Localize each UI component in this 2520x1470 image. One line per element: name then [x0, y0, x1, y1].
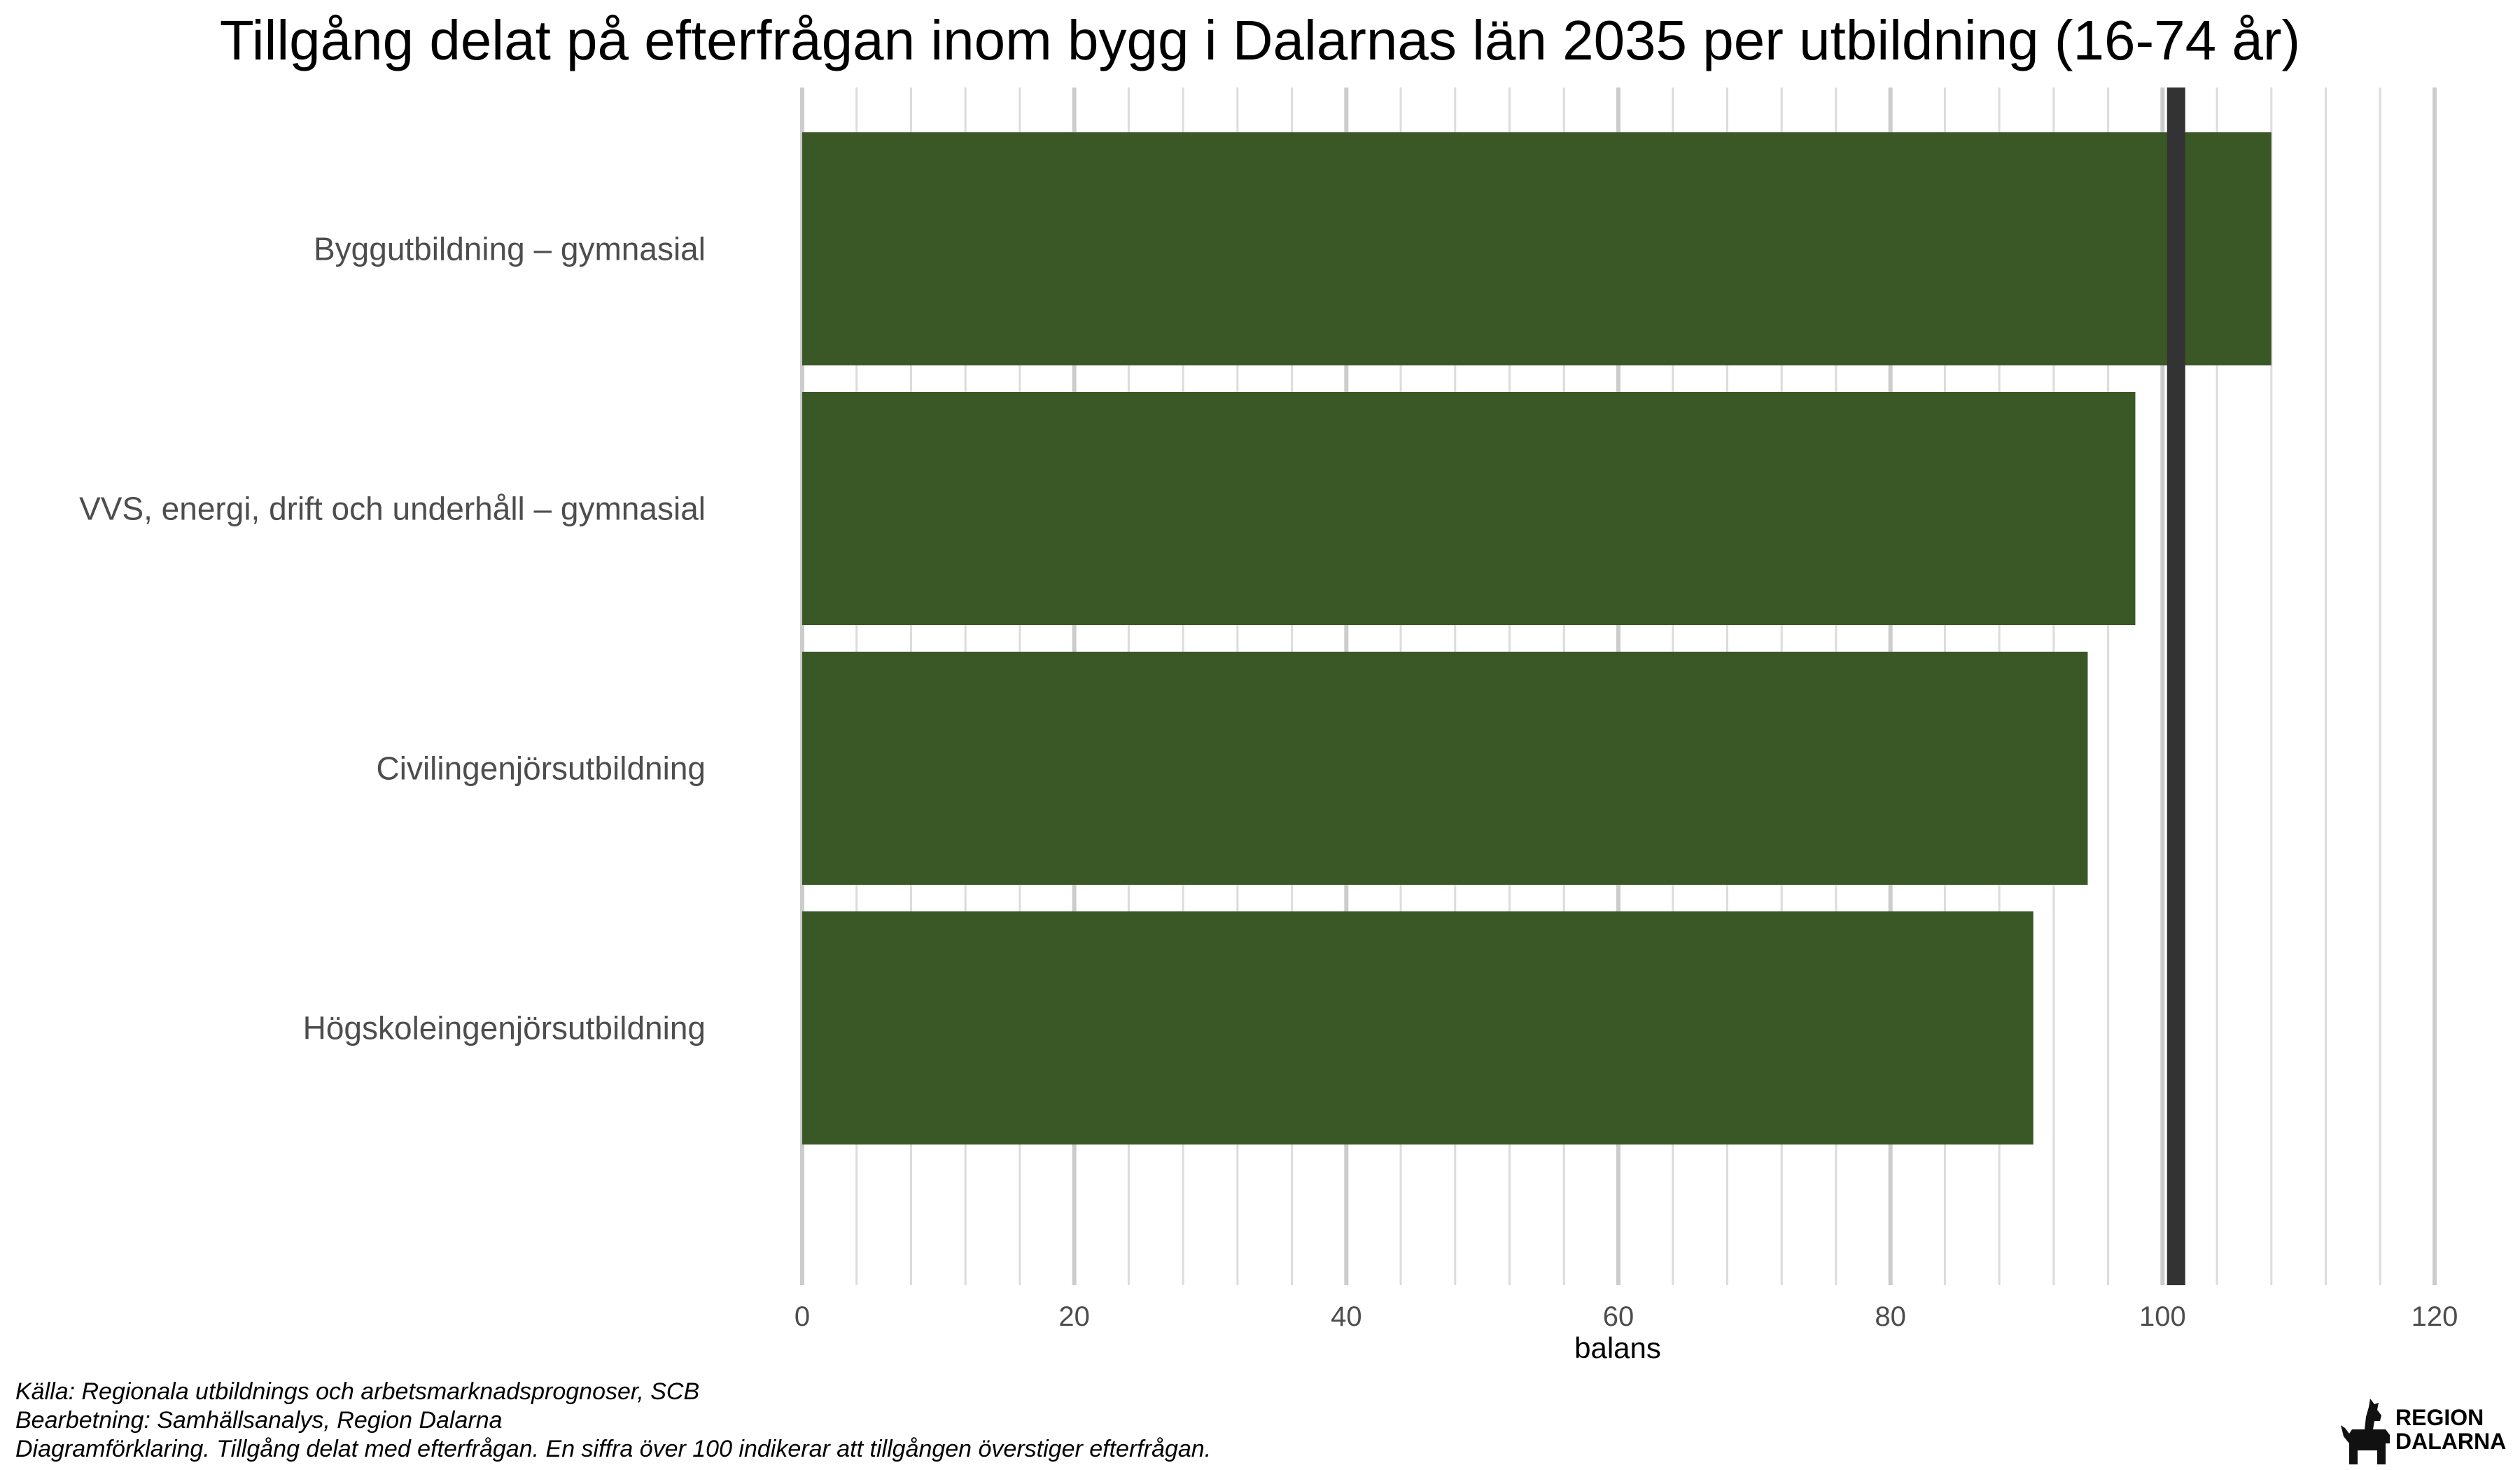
x-tick-label: 20	[1058, 1301, 1090, 1332]
caption: Källa: Regionala utbildnings och arbetsm…	[15, 1378, 1211, 1464]
bar	[802, 392, 2136, 625]
category-labels: Byggutbildning – gymnasial VVS, energi, d…	[79, 231, 706, 1046]
x-tick-labels: 0 20 40 60 80 100 120	[794, 1301, 2458, 1332]
x-tick-label: 120	[2412, 1301, 2458, 1332]
logo-line-2: DALARNA	[2395, 1429, 2507, 1454]
category-label: Civilingenjörsutbildning	[377, 750, 706, 787]
bar	[802, 911, 2033, 1144]
category-label: VVS, energi, drift och underhåll – gymna…	[79, 491, 706, 527]
category-label: Högskoleingenjörsutbildning	[303, 1010, 706, 1046]
x-tick-label: 60	[1603, 1301, 1634, 1332]
x-tick-label: 100	[2139, 1301, 2186, 1332]
region-dalarna-logo: REGION DALARNA	[2337, 1397, 2512, 1467]
x-tick-label: 80	[1875, 1301, 1906, 1332]
bar	[802, 652, 2088, 885]
x-axis-title: balans	[1574, 1331, 1661, 1364]
chart-title: Tillgång delat på efterfrågan inom bygg …	[219, 9, 2301, 71]
bar	[802, 132, 2272, 365]
bars	[802, 132, 2272, 1144]
chart-explanation-note: Diagramförklaring. Tillgång delat med ef…	[15, 1436, 1212, 1462]
source-note: Källa: Regionala utbildnings och arbetsm…	[15, 1378, 700, 1405]
logo-line-1: REGION	[2395, 1405, 2484, 1430]
processing-note: Bearbetning: Samhällsanalys, Region Dala…	[15, 1407, 503, 1434]
x-tick-label: 40	[1331, 1301, 1362, 1332]
category-label: Byggutbildning – gymnasial	[314, 231, 706, 267]
x-tick-label: 0	[794, 1301, 810, 1332]
dala-horse-icon	[2341, 1399, 2390, 1464]
